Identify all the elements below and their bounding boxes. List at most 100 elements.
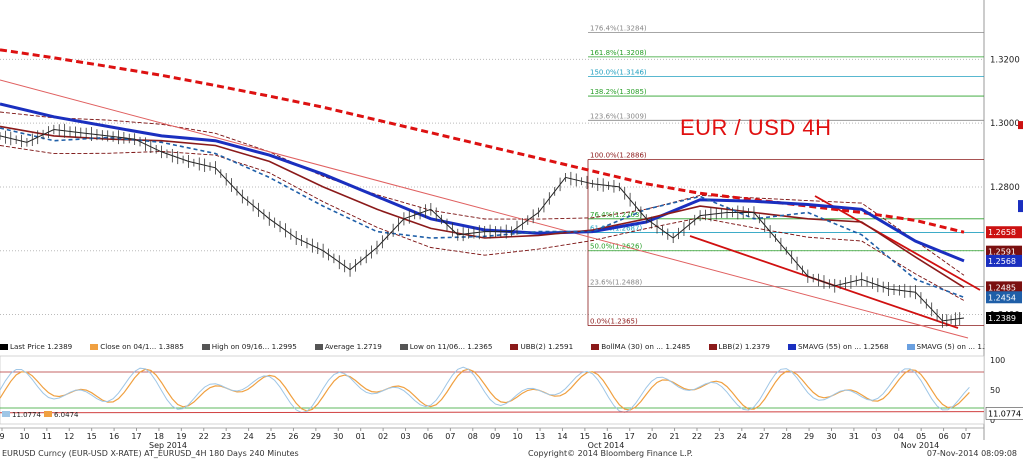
legend-label: LBB(2) 1.2379 <box>718 342 770 351</box>
high-marker <box>1018 121 1023 130</box>
price-badge-label: 1.2389 <box>988 314 1016 323</box>
oscillator-panel <box>0 355 985 425</box>
fib-level-label: 150.0%(1.3146) <box>590 69 647 77</box>
legend-label: Close on 04/1... 1.3885 <box>100 342 184 351</box>
chart-title: EUR / USD 4H <box>680 115 832 140</box>
month-label: Sep 2014 <box>149 441 187 450</box>
fib-level-label: 161.8%(1.3208) <box>590 49 647 57</box>
x-tick-label: 11 <box>42 432 52 441</box>
x-tick-label: 12 <box>64 432 74 441</box>
channel-upper-line <box>814 195 981 291</box>
legend-item: Low on 11/06... 1.2365 <box>399 342 502 351</box>
legend-label: High on 09/16... 1.2995 <box>211 342 297 351</box>
x-tick-label: 05 <box>916 432 926 441</box>
x-tick-label: 30 <box>826 432 836 441</box>
x-tick-label: 15 <box>580 432 590 441</box>
price-badge-label: 1.2591 <box>988 248 1016 257</box>
x-tick-label: 13 <box>535 432 545 441</box>
series-last-price <box>0 128 965 322</box>
series-smavg-14- <box>0 127 965 299</box>
fib-level-label: 123.6%(1.3009) <box>590 112 647 120</box>
price-badge-label: 1.2454 <box>988 293 1016 302</box>
price-badge <box>986 291 1022 304</box>
fib-level-label: 100.0%(1.2886) <box>590 152 647 160</box>
osc-legend-label: 6.0474 <box>54 411 79 419</box>
lower-bollinger-band <box>0 145 965 301</box>
legend-item: Last Price 1.2389 <box>0 342 81 351</box>
osc-tick-label: 100 <box>990 356 1005 365</box>
legend-swatch <box>906 344 915 350</box>
month-label: Nov 2014 <box>901 441 940 450</box>
legend-label: UBB(2) 1.2591 <box>520 342 574 351</box>
x-tick-label: 16 <box>109 432 119 441</box>
x-tick-label: 23 <box>714 432 724 441</box>
price-badge-label: 1.2485 <box>988 283 1016 292</box>
chart-legend: Last Price 1.2389 Close on 04/1... 1.3885… <box>0 342 985 356</box>
oscillator-fast-line <box>0 366 970 414</box>
x-tick-label: 9 <box>0 432 5 441</box>
price-badge <box>986 311 1022 324</box>
legend-swatch <box>591 344 600 350</box>
footer-security: EURUSD Curncy (EUR-USD X-RATE) AT_EURUSD… <box>2 449 299 458</box>
legend-label: SMAVG (5) on ... 1.2384 <box>916 342 985 351</box>
legend-item: Close on 04/1... 1.3885 <box>90 342 193 351</box>
marker <box>1018 200 1023 213</box>
x-tick-label: 08 <box>468 432 478 441</box>
x-tick-label: 06 <box>938 432 948 441</box>
x-tick-label: 26 <box>288 432 298 441</box>
series-bollma-30- <box>0 125 965 289</box>
fib-level-label: 76.4%(1.2763) <box>590 211 642 219</box>
legend-item: SMAVG (5) on ... 1.2384 <box>906 342 985 351</box>
legend-swatch <box>0 344 8 350</box>
month-label: Oct 2014 <box>588 441 625 450</box>
legend-item: LBB(2) 1.2379 <box>708 342 779 351</box>
osc-tick-label: 0 <box>990 416 995 425</box>
x-tick-label: 22 <box>199 432 209 441</box>
x-tick-label: 14 <box>557 432 567 441</box>
x-tick-label: 07 <box>961 432 971 441</box>
osc-legend-swatch <box>44 411 52 417</box>
fib-level-label: 0.0%(1.2365) <box>590 318 638 326</box>
footer-timestamp: 07-Nov-2014 08:09:08 <box>926 449 1017 458</box>
x-tick-label: 10 <box>19 432 29 441</box>
legend-label: BollMA (30) on ... 1.2485 <box>601 342 691 351</box>
upper-bollinger-band <box>0 111 965 276</box>
legend-item: Average 1.2719 <box>314 342 391 351</box>
x-tick-label: 16 <box>602 432 612 441</box>
x-tick-label: 29 <box>804 432 814 441</box>
x-tick-label: 01 <box>356 432 366 441</box>
fib-level-label: 50.0%(1.2626) <box>590 243 642 251</box>
legend-item: SMAVG (55) on ... 1.2568 <box>787 342 898 351</box>
y-tick-label: 1.3000 <box>990 119 1020 129</box>
price-badge-label: 1.2568 <box>988 257 1016 266</box>
x-tick-label: 24 <box>737 432 747 441</box>
x-tick-label: 23 <box>221 432 231 441</box>
x-tick-label: 22 <box>692 432 702 441</box>
x-tick-label: 30 <box>333 432 343 441</box>
osc-tick-label: 50 <box>990 386 1000 395</box>
legend-item: High on 09/16... 1.2995 <box>201 342 306 351</box>
legend-label: Low on 11/06... 1.2365 <box>409 342 493 351</box>
x-tick-label: 18 <box>154 432 164 441</box>
osc-legend-swatch <box>2 411 10 417</box>
x-tick-label: 28 <box>782 432 792 441</box>
footer: EURUSD Curncy (EUR-USD X-RATE) AT_EURUSD… <box>0 449 1023 461</box>
y-tick-label: 1.2800 <box>990 183 1020 193</box>
price-badge <box>986 254 1022 267</box>
oscillator-slow-line <box>0 368 970 412</box>
price-badge-label: 1.2658 <box>988 228 1016 237</box>
price-badge <box>986 245 1022 258</box>
price-badge <box>986 226 1022 239</box>
x-tick-label: 07 <box>445 432 455 441</box>
x-tick-label: 02 <box>378 432 388 441</box>
legend-swatch <box>314 344 323 350</box>
x-tick-label: 31 <box>849 432 859 441</box>
legend-swatch <box>201 344 210 350</box>
osc-badge <box>985 407 1023 420</box>
y-tick-label: 1.3200 <box>990 55 1020 65</box>
x-tick-label: 29 <box>311 432 321 441</box>
fib-level-label: 176.4%(1.3284) <box>590 25 647 33</box>
legend-item: UBB(2) 1.2591 <box>510 342 582 351</box>
x-tick-label: 03 <box>400 432 410 441</box>
x-tick-label: 21 <box>669 432 679 441</box>
